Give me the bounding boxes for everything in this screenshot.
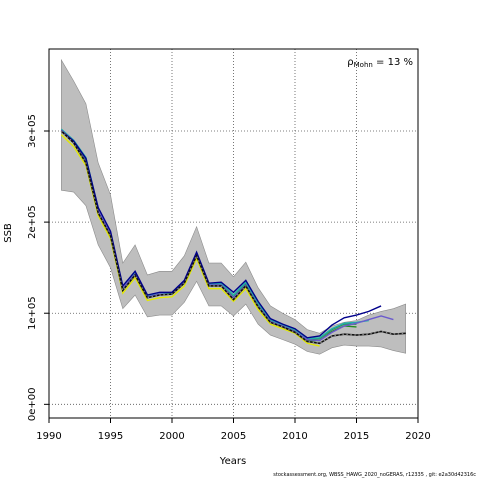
base-series-line xyxy=(60,130,406,345)
y-tick-label: 2e+05 xyxy=(27,205,38,239)
y-axis-label: SSB xyxy=(3,223,14,243)
x-tick-label: 1995 xyxy=(98,431,123,442)
y-tick-label: 0e+00 xyxy=(27,388,38,422)
x-tick-label: 2005 xyxy=(221,431,246,442)
peel-line-highlight xyxy=(60,134,320,347)
footer-source: stockassessment.org, WBSS_HAWG_2020_noGE… xyxy=(273,472,476,478)
confidence-band xyxy=(61,58,406,355)
rho-value: = 13 % xyxy=(373,57,413,68)
x-axis-label: Years xyxy=(219,456,246,467)
series-lines xyxy=(60,128,406,347)
rho-annotation: ρMohn = 13 % xyxy=(347,57,413,69)
confidence-band-area xyxy=(61,58,406,355)
x-tick-label: 2010 xyxy=(282,431,307,442)
y-tick-label: 3e+05 xyxy=(27,114,38,148)
rho-subscript: Mohn xyxy=(354,61,373,69)
x-tick-label: 2020 xyxy=(405,431,430,442)
rho-symbol: ρ xyxy=(347,57,353,68)
x-tick-label: 2015 xyxy=(344,431,369,442)
x-tick-label: 1990 xyxy=(36,431,61,442)
y-tick-label: 1e+05 xyxy=(27,296,38,330)
x-tick-label: 2000 xyxy=(159,431,184,442)
axes: 1990 1995 2000 2005 2010 2015 2020 0e+00 1e+05 2e… xyxy=(27,48,431,442)
peel-line xyxy=(60,130,382,339)
